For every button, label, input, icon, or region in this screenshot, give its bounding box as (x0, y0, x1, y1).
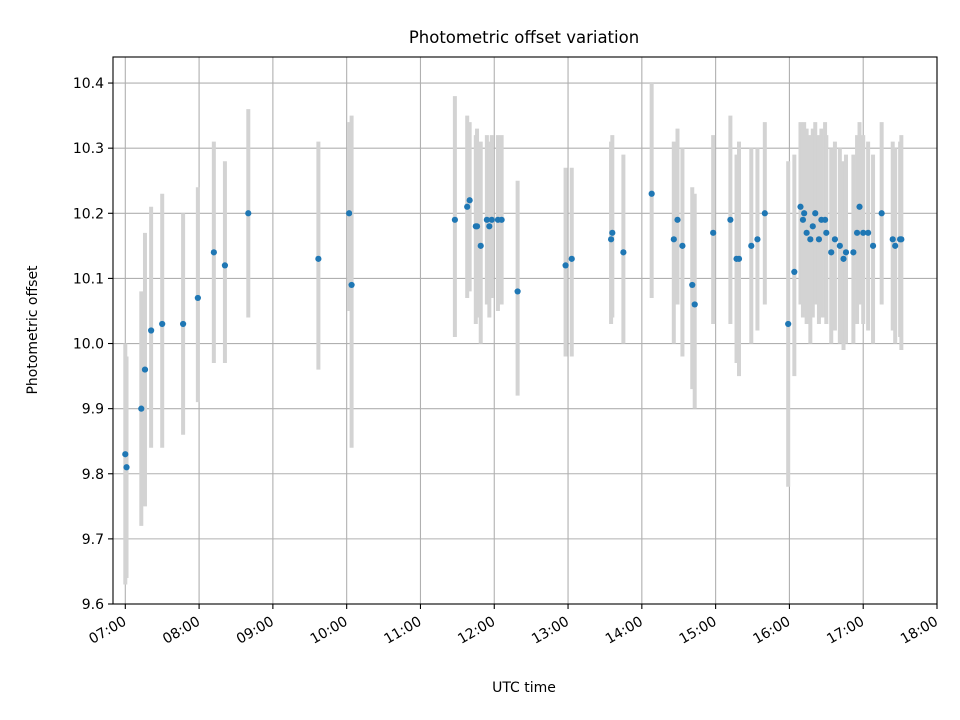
data-point (892, 242, 899, 249)
data-point (486, 223, 493, 230)
data-point (180, 320, 187, 328)
data-point (607, 236, 615, 243)
data-points (122, 190, 905, 471)
data-point (477, 242, 484, 249)
data-point (159, 320, 166, 328)
data-point (483, 216, 490, 223)
data-point (568, 255, 575, 262)
data-point (735, 255, 743, 262)
data-point (828, 249, 835, 256)
data-point (801, 210, 808, 217)
y-tick-label: 10.1 (73, 271, 104, 287)
data-point (748, 242, 755, 249)
data-point (122, 451, 129, 458)
data-point (451, 216, 458, 223)
data-point (803, 229, 810, 236)
data-point (815, 236, 823, 243)
data-point (761, 210, 768, 217)
data-point (840, 255, 847, 262)
data-point (823, 229, 830, 236)
data-point (679, 242, 686, 249)
y-tick-label: 10.0 (73, 337, 104, 353)
data-point (210, 249, 217, 256)
plot-frame (112, 56, 938, 605)
data-point (860, 229, 867, 236)
data-point (609, 229, 616, 236)
data-point (799, 216, 807, 223)
data-point (831, 236, 839, 243)
data-point (710, 229, 717, 236)
data-point (466, 197, 473, 204)
y-tick-label: 10.2 (73, 206, 104, 222)
data-point (473, 223, 481, 230)
data-point (727, 216, 734, 223)
data-point (850, 249, 857, 256)
data-point (221, 262, 229, 269)
data-point (865, 229, 872, 236)
data-point (842, 249, 850, 256)
data-point (141, 366, 149, 373)
y-axis: 9.6 9.7 9.8 9.9 10.0 10.1 10.2 10.3 10.4 (73, 76, 113, 613)
data-point (138, 405, 145, 412)
data-point (674, 216, 681, 223)
y-tick-label: 10.4 (73, 76, 104, 92)
data-point (648, 190, 655, 197)
data-point (315, 255, 322, 262)
data-point (812, 210, 819, 217)
data-point (346, 210, 353, 217)
y-axis-label: Photometric offset (25, 265, 41, 395)
data-point (754, 236, 761, 243)
data-point (821, 216, 829, 223)
y-tick-label: 9.9 (82, 402, 104, 418)
data-point (836, 242, 843, 249)
data-point (348, 281, 355, 289)
data-point (620, 249, 627, 256)
y-tick-label: 9.7 (82, 532, 104, 548)
data-point (869, 242, 877, 249)
y-tick-label: 9.6 (82, 597, 104, 613)
data-point (853, 229, 861, 236)
chart-title: Photometric offset variation (409, 28, 639, 47)
data-point (797, 203, 804, 210)
data-point (691, 301, 698, 308)
data-point (878, 210, 885, 217)
data-point (514, 288, 521, 295)
x-axis-label: UTC time (492, 680, 556, 696)
y-tick-label: 10.3 (73, 141, 104, 157)
data-point (148, 327, 155, 334)
data-point (807, 236, 814, 243)
data-point (856, 203, 863, 210)
data-point (898, 236, 905, 243)
data-point (488, 216, 495, 223)
data-point (889, 236, 896, 243)
data-point (464, 203, 471, 210)
y-tick-label: 9.8 (82, 467, 104, 483)
data-point (562, 262, 569, 269)
data-point (689, 281, 696, 289)
data-point (245, 210, 252, 217)
data-point (194, 294, 201, 302)
data-point (809, 223, 816, 230)
data-point (791, 268, 798, 275)
data-point (670, 236, 677, 243)
data-point (123, 464, 130, 471)
data-point (498, 216, 505, 223)
data-point (785, 320, 792, 328)
